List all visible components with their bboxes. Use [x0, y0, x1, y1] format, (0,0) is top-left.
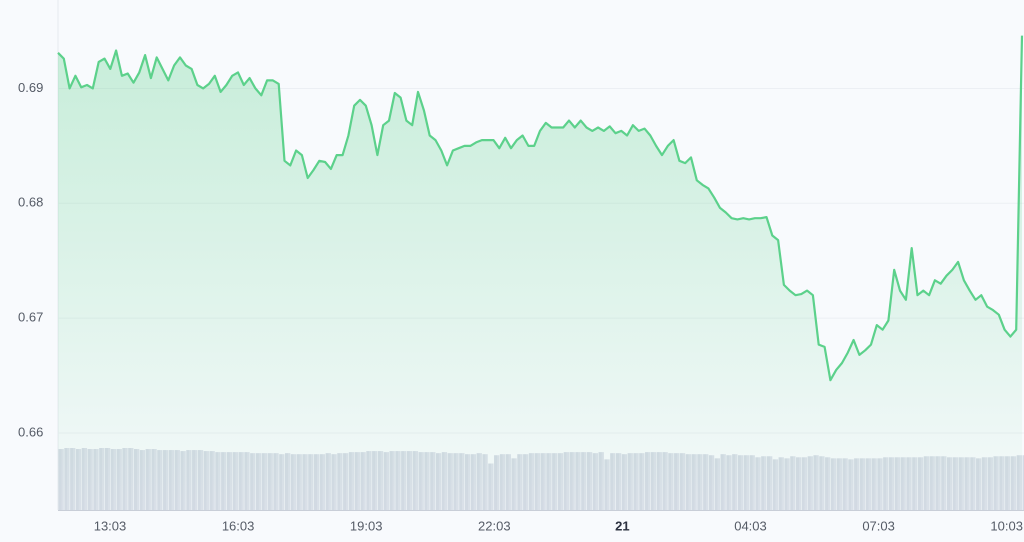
labels: 0.66 0.67 0.68 0.69 13:03 16:03 19:03 22:03 21 04… — [18, 80, 1023, 534]
y-tick-label: 0.68 — [18, 195, 43, 210]
x-tick-label: 04:03 — [734, 518, 767, 533]
y-tick-label: 0.69 — [18, 80, 43, 95]
x-tick-label: 13:03 — [94, 518, 127, 533]
y-tick-label: 0.66 — [18, 424, 43, 439]
x-tick-label: 07:03 — [862, 518, 895, 533]
plot — [57, 35, 1024, 510]
price-line — [57, 35, 1024, 382]
x-tick-label: 19:03 — [350, 518, 383, 533]
x-tick-label: 16:03 — [222, 518, 255, 533]
x-tick-label: 21 — [615, 518, 629, 533]
y-tick-label: 0.67 — [18, 310, 43, 325]
volume-bar — [1022, 455, 1024, 510]
x-tick-label: 22:03 — [478, 518, 511, 533]
x-tick-label: 10:03 — [990, 518, 1023, 533]
